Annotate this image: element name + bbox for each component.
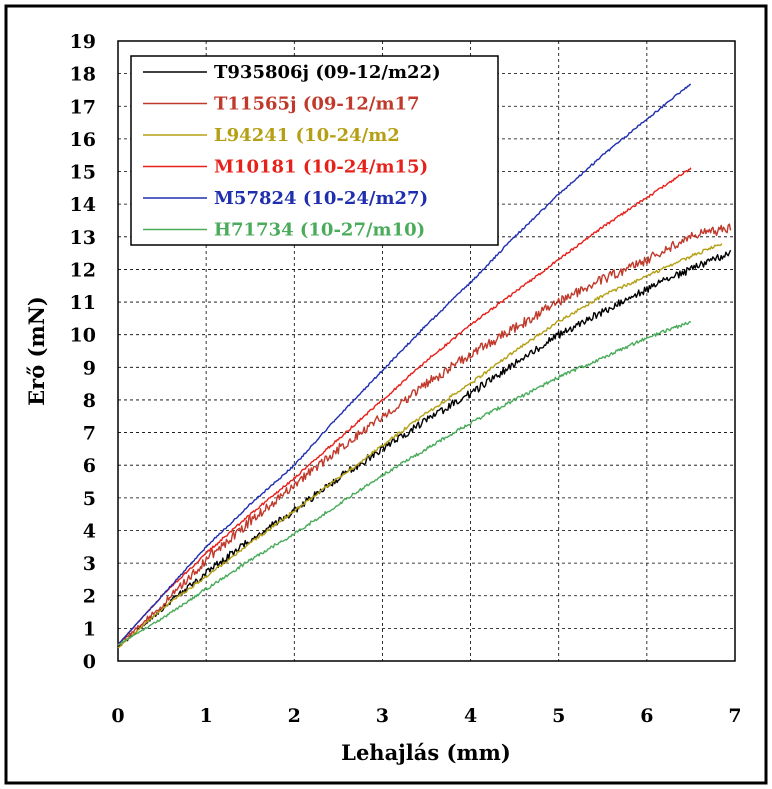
- legend: T935806j (09-12/m22) T11565j (09-12/m17 L9…: [130, 55, 499, 246]
- series-group: [117, 83, 732, 649]
- y-tick-label: 2: [83, 586, 96, 608]
- y-tick-label: 15: [70, 162, 96, 184]
- y-tick-label: 14: [70, 194, 96, 216]
- legend-label: M57824 (10-24/m27): [214, 188, 428, 209]
- y-tick-label: 10: [70, 325, 96, 347]
- y-tick-label: 13: [70, 227, 96, 249]
- y-tick-label: 18: [70, 64, 96, 86]
- x-tick-label: 6: [640, 705, 653, 727]
- series-line: [117, 167, 692, 646]
- y-tick-label: 6: [83, 455, 96, 477]
- y-tick-label: 1: [83, 618, 96, 640]
- series-line: [117, 223, 732, 646]
- y-tick-label: 4: [83, 520, 96, 542]
- y-tick-label: 5: [83, 488, 96, 510]
- legend-label: T935806j (09-12/m22): [214, 62, 441, 83]
- series-line: [117, 243, 723, 649]
- y-tick-label: 9: [83, 357, 96, 379]
- y-tick-label: 17: [70, 96, 96, 118]
- plot-area: [117, 40, 736, 662]
- legend-label: H71734 (10-27/m10): [214, 220, 425, 241]
- x-tick-label: 7: [728, 705, 741, 727]
- y-tick-label: 12: [70, 259, 96, 281]
- series-line: [117, 249, 732, 649]
- x-tick-label: 4: [464, 705, 477, 727]
- legend-box: [130, 55, 499, 246]
- legend-label: T11565j (09-12/m17: [214, 94, 420, 115]
- y-tick-label: 19: [70, 31, 96, 53]
- y-tick-label: 16: [70, 129, 96, 151]
- series-line: [117, 83, 691, 646]
- y-tick-label: 8: [83, 390, 96, 412]
- legend-label: M10181 (10-24/m15): [214, 157, 428, 178]
- y-tick-label: 11: [70, 292, 96, 314]
- y-tick-label: 7: [83, 423, 96, 445]
- x-tick-label: 0: [111, 705, 124, 727]
- x-tick-label: 2: [288, 705, 301, 727]
- legend-label: L94241 (10-24/m2: [214, 125, 400, 146]
- x-tick-label: 3: [376, 705, 389, 727]
- x-tick-label: 1: [200, 705, 213, 727]
- y-axis-title: Erő (mN): [24, 296, 49, 406]
- y-tick-label: 3: [83, 553, 96, 575]
- y-tick-label: 0: [83, 651, 96, 673]
- x-axis-title: Lehajlás (mm): [341, 740, 511, 765]
- x-tick-label: 5: [552, 705, 565, 727]
- series-line: [117, 320, 692, 646]
